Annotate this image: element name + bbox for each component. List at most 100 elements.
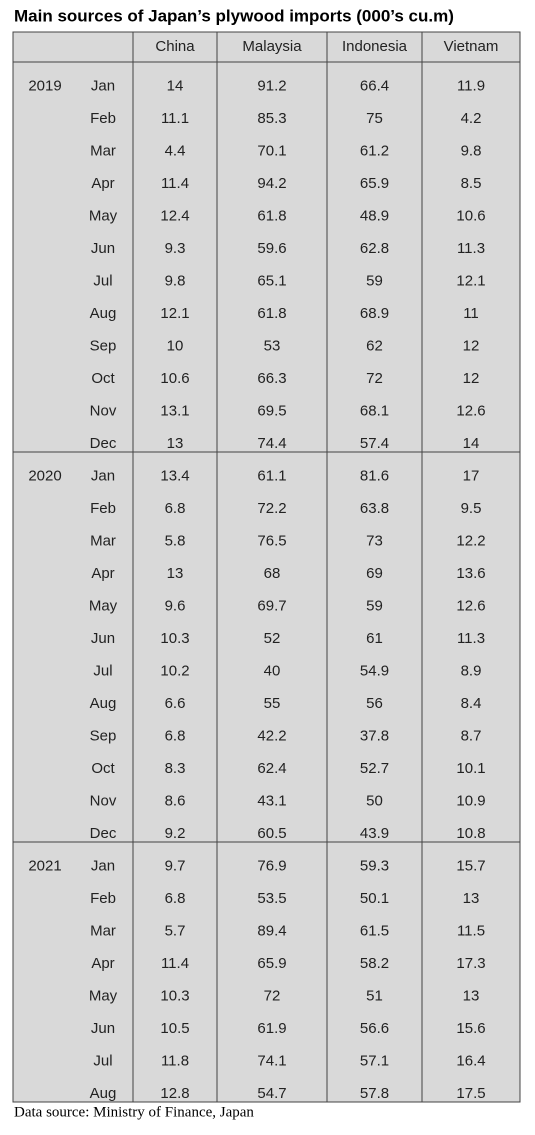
month-label: Feb <box>90 110 116 127</box>
table-cell: 69.5 <box>257 402 286 419</box>
table-cell: 13.4 <box>160 467 189 484</box>
table-cell: 55 <box>264 695 281 712</box>
table-cell: 43.1 <box>257 792 286 809</box>
table-cell: 6.8 <box>165 727 186 744</box>
table-cell: 91.2 <box>257 77 286 94</box>
table-cell: 69 <box>366 565 383 582</box>
month-label: Jul <box>93 272 112 289</box>
table-cell: 74.4 <box>257 435 286 452</box>
table-cell: 68.9 <box>360 305 389 322</box>
table-cell: 11.3 <box>457 240 485 257</box>
table-cell: 40 <box>264 662 281 679</box>
table-cell: 76.9 <box>257 857 286 874</box>
table-cell: 13.1 <box>160 402 189 419</box>
table-cell: 59 <box>366 597 383 614</box>
table-cell: 10.2 <box>160 662 189 679</box>
table-cell: 10.3 <box>160 630 189 647</box>
month-label: Dec <box>90 435 117 452</box>
table-cell: 8.6 <box>165 792 186 809</box>
table-cell: 61.1 <box>257 467 286 484</box>
table-cell: 12.1 <box>160 305 189 322</box>
month-label: Jul <box>93 1052 112 1069</box>
table-cell: 61 <box>366 630 383 647</box>
table-cell: 8.9 <box>461 662 482 679</box>
month-label: Jun <box>91 1020 115 1037</box>
table-cell: 54.7 <box>257 1085 286 1102</box>
table-cell: 70.1 <box>257 142 286 159</box>
table-cell: 61.2 <box>360 142 389 159</box>
table-cell: 50.1 <box>360 890 389 907</box>
month-label: Oct <box>91 370 115 387</box>
table-cell: 94.2 <box>257 175 286 192</box>
table-cell: 53 <box>264 337 281 354</box>
table-cell: 61.9 <box>257 1020 286 1037</box>
month-label: Sep <box>90 337 117 354</box>
table-cell: 12.8 <box>160 1085 189 1102</box>
table-cell: 15.7 <box>456 857 485 874</box>
table-cell: 43.9 <box>360 825 389 842</box>
table-cell: 5.7 <box>165 922 186 939</box>
table-cell: 52.7 <box>360 760 389 777</box>
table-cell: 75 <box>366 110 383 127</box>
table-cell: 59.6 <box>257 240 286 257</box>
table-cell: 62.4 <box>257 760 286 777</box>
table-cell: 68.1 <box>360 402 389 419</box>
month-label: Apr <box>91 175 114 192</box>
table-cell: 10.8 <box>456 825 485 842</box>
month-label: Sep <box>90 727 117 744</box>
table-cell: 11.5 <box>457 922 485 939</box>
table-cell: 13 <box>167 565 184 582</box>
table-cell: 89.4 <box>257 922 286 939</box>
table-cell: 11 <box>463 305 479 322</box>
table-cell: 65.1 <box>257 272 286 289</box>
table-cell: 61.8 <box>257 305 286 322</box>
month-label: Aug <box>90 1085 117 1102</box>
table-cell: 9.5 <box>461 500 482 517</box>
table-cell: 9.7 <box>165 857 186 874</box>
table-cell: 72.2 <box>257 500 286 517</box>
table-cell: 14 <box>167 77 184 94</box>
table-cell: 12.1 <box>456 272 485 289</box>
table-cell: 9.8 <box>165 272 186 289</box>
month-label: Nov <box>90 792 117 809</box>
table-cell: 72 <box>366 370 383 387</box>
table-cell: 17.3 <box>456 955 485 972</box>
table-cell: 56 <box>366 695 383 712</box>
table-cell: 57.4 <box>360 435 389 452</box>
table-cell: 48.9 <box>360 207 389 224</box>
table-cell: 68 <box>264 565 281 582</box>
month-label: Oct <box>91 760 115 777</box>
table-cell: 9.6 <box>165 597 186 614</box>
month-label: Nov <box>90 402 117 419</box>
table-cell: 57.1 <box>360 1052 389 1069</box>
month-label: Jan <box>91 77 115 94</box>
table-cell: 66.3 <box>257 370 286 387</box>
table-cell: 8.4 <box>461 695 482 712</box>
table-cell: 11.4 <box>161 955 189 972</box>
table-cell: 17.5 <box>456 1085 485 1102</box>
table-cell: 61.5 <box>360 922 389 939</box>
month-label: Jun <box>91 240 115 257</box>
month-label: Jun <box>91 630 115 647</box>
month-label: Jul <box>93 662 112 679</box>
table-cell: 11.3 <box>457 630 485 647</box>
column-header: Vietnam <box>444 38 499 55</box>
table-cell: 10 <box>167 337 184 354</box>
table-cell: 8.3 <box>165 760 186 777</box>
table-cell: 4.4 <box>165 142 186 159</box>
table-cell: 12.6 <box>456 402 485 419</box>
month-label: Aug <box>90 695 117 712</box>
table-cell: 9.8 <box>461 142 482 159</box>
year-label: 2019 <box>28 77 61 94</box>
table-cell: 62 <box>366 337 383 354</box>
table-cell: 6.6 <box>165 695 186 712</box>
table-cell: 14 <box>463 435 480 452</box>
table-cell: 51 <box>366 987 383 1004</box>
table-cell: 56.6 <box>360 1020 389 1037</box>
table-cell: 69.7 <box>257 597 286 614</box>
table-cell: 74.1 <box>257 1052 286 1069</box>
month-label: May <box>89 207 118 224</box>
table-cell: 6.8 <box>165 890 186 907</box>
month-label: Mar <box>90 142 116 159</box>
